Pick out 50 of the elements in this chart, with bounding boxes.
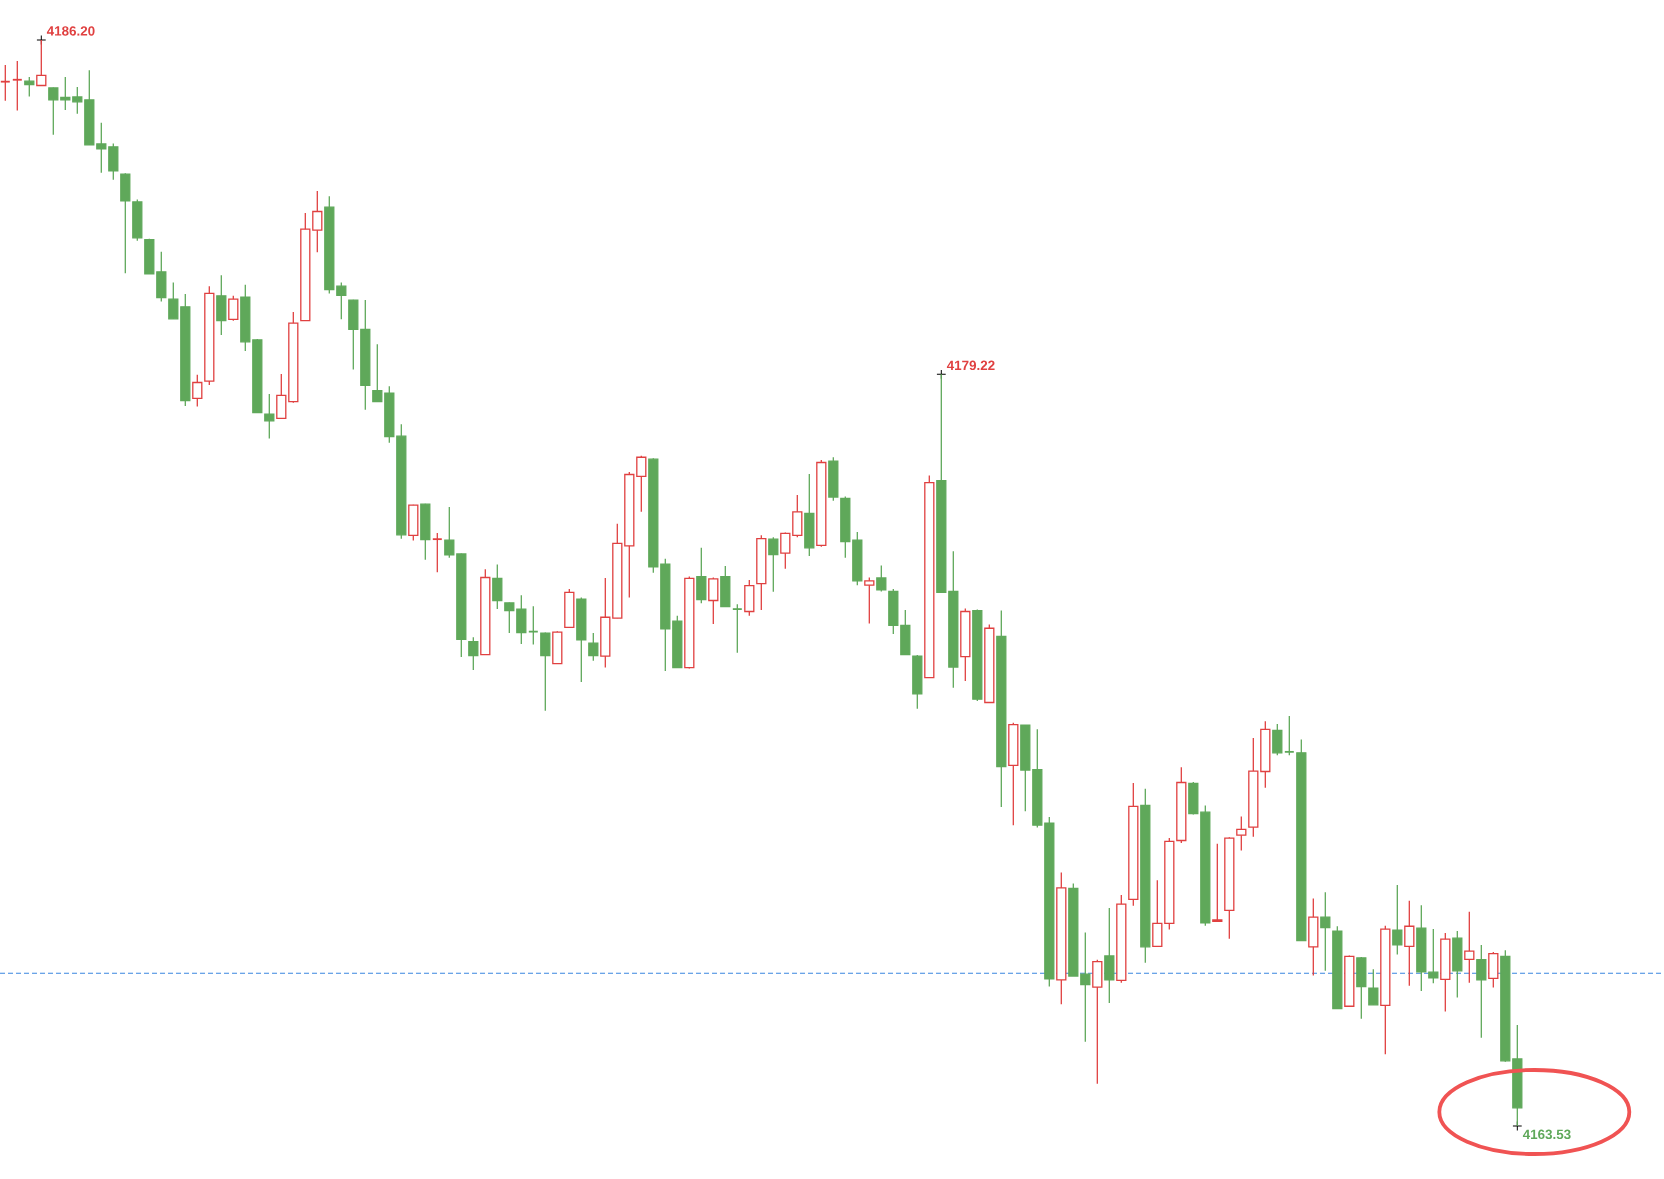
candlestick [468,636,479,671]
candlestick [11,60,23,112]
candlestick [1392,884,1403,956]
candlestick [731,603,743,654]
candlestick [1368,968,1379,1006]
candlestick [60,76,71,111]
candlestick [0,64,11,102]
candlestick [1080,931,1091,1043]
candlestick [228,295,239,322]
candlestick [696,547,707,604]
candlestick [1212,843,1223,923]
candlestick [876,564,887,593]
candlestick [1320,891,1331,972]
candlestick [780,531,791,570]
candlestick [72,86,83,115]
candlestick [527,605,539,646]
candlestick [516,594,527,645]
text: 4163.53 [1522,1129,1571,1140]
candlestick [1464,911,1475,984]
candlestick [588,632,599,662]
candlestick [1428,928,1439,984]
candlestick [504,601,515,634]
candlestick [792,494,803,538]
candlestick [336,281,347,320]
candlestick [1236,815,1247,852]
candlestick [168,281,179,320]
candlestick [264,393,275,440]
candlestick [636,455,647,513]
candlestick [108,142,119,181]
candlestick [768,536,779,593]
candlestick [48,86,59,136]
candlestick [1152,879,1163,947]
candlestick [708,576,719,625]
candlestick [312,190,323,253]
candlestick [540,631,551,712]
candlestick [276,373,287,420]
candlestick [1476,944,1487,1039]
candlestick [1272,723,1283,756]
candlestick [431,532,443,573]
candlestick [444,506,455,559]
candlestick [1404,900,1415,987]
candlestick [96,122,107,174]
candlestick [492,563,503,610]
candlestick [864,576,875,625]
candlestick [1283,715,1295,756]
candlestick [1104,907,1115,1004]
text: 4179.22 [946,360,995,371]
candlestick [372,343,383,403]
text: 4186.20 [46,26,95,36]
candlestick [192,374,203,408]
